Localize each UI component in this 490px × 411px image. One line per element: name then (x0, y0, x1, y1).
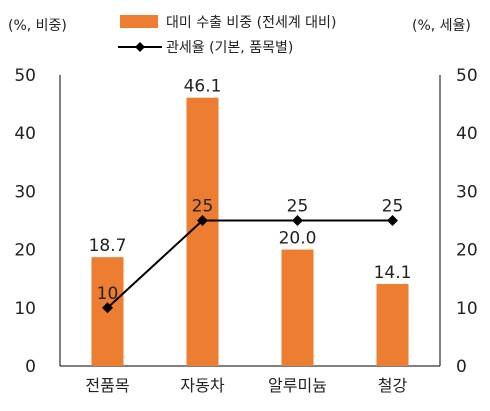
bar-series (91, 97, 409, 366)
right-tick-labels: 0 10 20 30 40 50 (456, 66, 478, 377)
right-tick-label: 20 (456, 241, 478, 261)
line-marker (102, 302, 113, 314)
left-tick-label: 10 (14, 299, 36, 319)
line-marker (197, 215, 208, 226)
line-series (106, 219, 393, 309)
right-tick-label: 10 (456, 299, 478, 319)
line-marker (292, 215, 303, 226)
legend-swatch-marker (135, 42, 145, 52)
line-data-label: 25 (287, 197, 309, 217)
bar (376, 283, 409, 366)
left-axis-unit: (%, 비중) (8, 18, 67, 34)
bar (281, 249, 314, 366)
left-tick-label: 40 (14, 124, 36, 144)
right-tick-label: 50 (456, 66, 478, 86)
bar-data-label: 46.1 (184, 77, 222, 97)
line-data-label: 10 (97, 284, 119, 304)
legend: 대미 수출 비중 (전세계 대비) 관세율 (기본, 품목별) (118, 15, 336, 56)
left-tick-label: 30 (14, 182, 36, 202)
right-axis-unit: (%, 세율) (412, 18, 471, 34)
right-tick-label: 0 (456, 357, 467, 377)
left-tick-labels: 0 10 20 30 40 50 (14, 66, 36, 377)
left-tick-label: 0 (25, 357, 36, 377)
category-label: 철강 (378, 376, 408, 395)
bar-data-label: 14.1 (374, 263, 412, 283)
right-tick-label: 40 (456, 124, 478, 144)
bar-data-label: 18.7 (89, 236, 127, 256)
bar-data-label: 20.0 (279, 229, 317, 249)
right-tick-label: 30 (456, 182, 478, 202)
category-labels: 전품목 자동차 알루미늄 철강 (85, 376, 407, 395)
bar-data-labels: 18.7 46.1 20.0 14.1 (89, 77, 412, 283)
category-label: 자동차 (180, 376, 224, 395)
tariff-line (106, 219, 393, 309)
legend-swatch-bar (120, 15, 158, 28)
line-markers (102, 215, 398, 314)
category-label: 전품목 (85, 376, 129, 395)
bar (186, 97, 219, 366)
legend-label-bar: 대미 수출 비중 (전세계 대비) (166, 15, 336, 31)
left-tick-label: 20 (14, 241, 36, 261)
line-data-label: 25 (382, 197, 404, 217)
left-tick-label: 50 (14, 66, 36, 86)
line-marker (387, 215, 398, 226)
line-data-label: 25 (192, 197, 214, 217)
line-data-labels: 10 25 25 25 (97, 197, 404, 304)
category-label: 알루미늄 (268, 376, 327, 395)
legend-label-line: 관세율 (기본, 품목별) (166, 40, 293, 56)
